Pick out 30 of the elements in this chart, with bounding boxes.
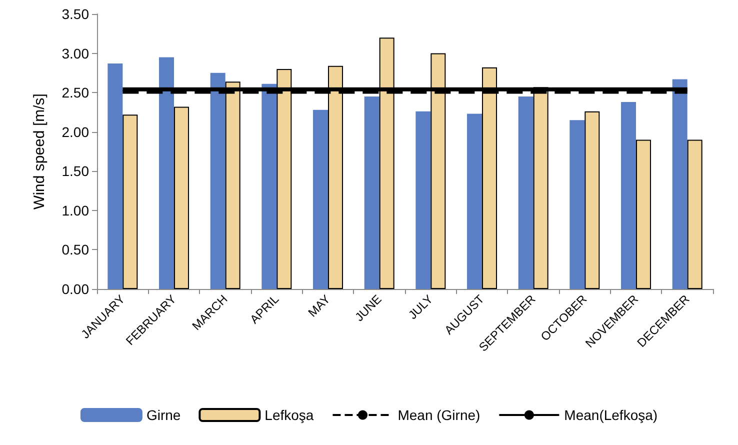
legend-label: Mean (Girne) xyxy=(398,407,480,423)
bar xyxy=(584,111,600,289)
legend-label: Mean(Lefkoşa) xyxy=(564,407,658,423)
bar xyxy=(687,140,702,289)
bar xyxy=(672,79,688,289)
bar xyxy=(467,114,482,289)
bar xyxy=(518,96,534,289)
bar xyxy=(159,57,174,289)
bar xyxy=(122,114,138,289)
y-tick-label: 0.00 xyxy=(62,281,90,297)
bar xyxy=(636,140,651,289)
y-tick-label: 2.00 xyxy=(62,124,90,140)
y-tick-label: 3.00 xyxy=(62,45,90,62)
y-tick-label: 1.00 xyxy=(62,202,90,218)
y-tick-label: 3.50 xyxy=(62,6,90,22)
bar xyxy=(621,102,636,289)
y-tick-label: 1.50 xyxy=(62,163,90,180)
y-tick-label: 0.50 xyxy=(62,242,90,258)
bar xyxy=(174,106,189,289)
bar xyxy=(364,96,380,289)
bar xyxy=(262,84,277,289)
bar xyxy=(313,110,328,289)
bar xyxy=(570,120,585,289)
bar xyxy=(416,111,431,289)
bar xyxy=(210,72,226,289)
legend-label: Girne xyxy=(146,407,181,423)
y-axis-title: Wind speed [m/s] xyxy=(31,94,48,210)
y-tick-label: 2.50 xyxy=(62,84,90,101)
bar xyxy=(108,64,123,289)
legend-label: Lefkoşa xyxy=(264,407,314,423)
